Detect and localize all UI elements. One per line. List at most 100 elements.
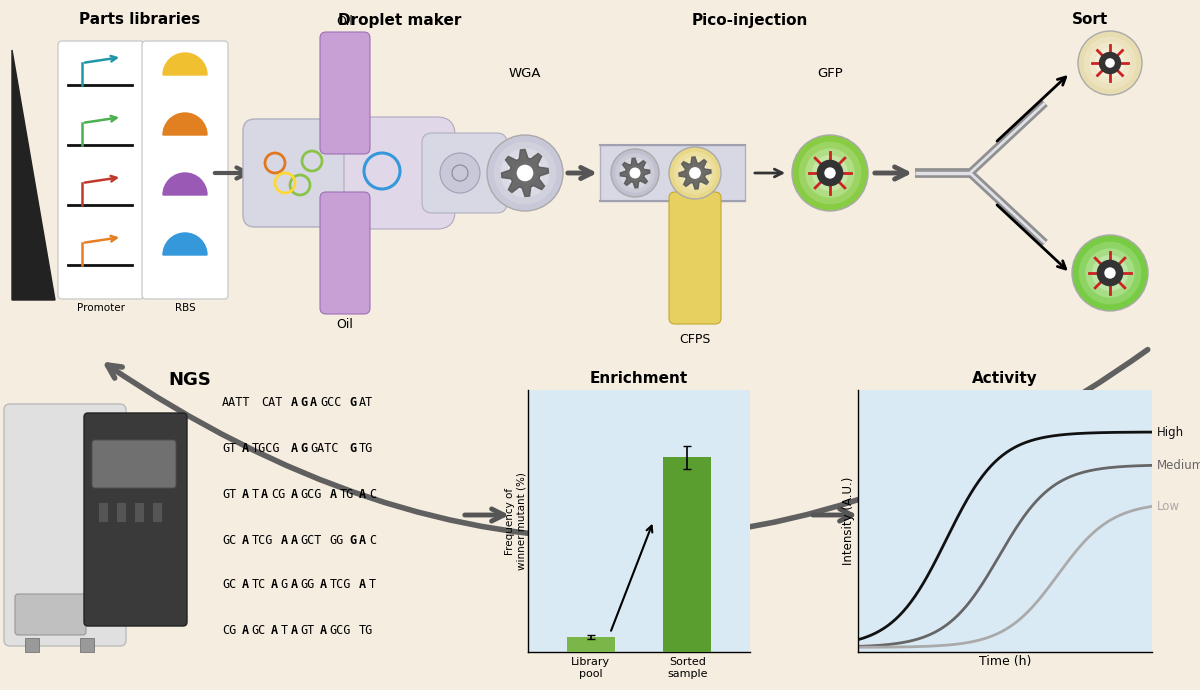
- Text: A: A: [241, 488, 248, 500]
- Circle shape: [493, 141, 557, 204]
- Text: A: A: [359, 488, 366, 500]
- Text: GG: GG: [300, 578, 314, 591]
- FancyBboxPatch shape: [600, 145, 745, 201]
- Text: A: A: [320, 578, 328, 591]
- FancyBboxPatch shape: [320, 192, 370, 314]
- Text: GC: GC: [252, 624, 265, 636]
- Text: High: High: [1157, 426, 1183, 439]
- Text: G: G: [281, 578, 288, 591]
- Bar: [152, 502, 162, 522]
- Text: A: A: [290, 488, 298, 500]
- Circle shape: [1092, 255, 1128, 291]
- X-axis label: Time (h): Time (h): [979, 655, 1031, 668]
- FancyBboxPatch shape: [344, 117, 455, 229]
- Text: AT: AT: [359, 395, 373, 408]
- Circle shape: [487, 135, 563, 211]
- Circle shape: [818, 161, 841, 184]
- FancyBboxPatch shape: [242, 119, 446, 227]
- Text: CG: CG: [222, 624, 236, 636]
- Text: Oil: Oil: [336, 318, 354, 331]
- Text: GC: GC: [222, 533, 236, 546]
- Y-axis label: Frequency of
winner mutant (%): Frequency of winner mutant (%): [505, 472, 527, 570]
- FancyBboxPatch shape: [14, 594, 86, 635]
- Text: Low: Low: [1157, 500, 1180, 513]
- Text: G: G: [349, 533, 356, 546]
- Text: A: A: [241, 578, 248, 591]
- Text: A: A: [262, 488, 269, 500]
- Circle shape: [1072, 235, 1148, 311]
- FancyBboxPatch shape: [422, 133, 508, 213]
- Circle shape: [799, 141, 862, 204]
- Text: C: C: [370, 533, 376, 546]
- Text: A: A: [359, 578, 366, 591]
- Text: A: A: [271, 578, 278, 591]
- Text: GCT: GCT: [300, 533, 322, 546]
- Wedge shape: [163, 173, 208, 195]
- Circle shape: [688, 165, 703, 181]
- Text: T: T: [281, 624, 288, 636]
- Text: C: C: [370, 488, 376, 500]
- Text: GT: GT: [222, 488, 236, 500]
- Y-axis label: Intensity (A.U.): Intensity (A.U.): [842, 477, 856, 565]
- Circle shape: [1105, 58, 1115, 68]
- Circle shape: [440, 153, 480, 193]
- Text: TG: TG: [340, 488, 354, 500]
- Bar: [25, 638, 38, 652]
- Circle shape: [506, 155, 544, 191]
- Text: GCG: GCG: [300, 488, 322, 500]
- Text: GCG: GCG: [330, 624, 352, 636]
- Text: TG: TG: [359, 442, 373, 455]
- Circle shape: [619, 157, 650, 188]
- FancyBboxPatch shape: [92, 440, 176, 488]
- Wedge shape: [163, 113, 208, 135]
- Polygon shape: [679, 157, 712, 189]
- FancyBboxPatch shape: [84, 413, 187, 626]
- Text: G: G: [349, 442, 356, 455]
- Text: Oil: Oil: [336, 15, 354, 28]
- Text: A: A: [320, 624, 328, 636]
- Circle shape: [690, 168, 701, 178]
- Circle shape: [805, 148, 854, 198]
- Text: A: A: [271, 624, 278, 636]
- Text: G: G: [300, 442, 307, 455]
- Text: A: A: [290, 533, 298, 546]
- Circle shape: [630, 168, 640, 178]
- Text: A: A: [241, 442, 248, 455]
- Bar: [664, 457, 712, 652]
- Circle shape: [1094, 48, 1126, 78]
- Text: CAT: CAT: [262, 395, 282, 408]
- Wedge shape: [163, 233, 208, 255]
- Circle shape: [1104, 267, 1116, 279]
- FancyBboxPatch shape: [58, 41, 144, 299]
- Circle shape: [624, 161, 647, 184]
- Text: GT: GT: [222, 442, 236, 455]
- Text: Droplet maker: Droplet maker: [338, 12, 462, 28]
- Polygon shape: [502, 150, 548, 197]
- Text: Promoter: Promoter: [77, 303, 125, 313]
- Text: AATT: AATT: [222, 395, 251, 408]
- Circle shape: [817, 159, 844, 186]
- Text: Pico-injection: Pico-injection: [692, 12, 808, 28]
- Circle shape: [792, 135, 868, 211]
- Circle shape: [611, 149, 659, 197]
- Text: GFP: GFP: [817, 67, 842, 80]
- Bar: [116, 502, 126, 522]
- Circle shape: [812, 155, 848, 191]
- Polygon shape: [620, 158, 650, 188]
- Circle shape: [1084, 37, 1136, 90]
- Text: A: A: [290, 624, 298, 636]
- FancyBboxPatch shape: [670, 192, 721, 324]
- Text: CFPS: CFPS: [679, 333, 710, 346]
- Circle shape: [1079, 241, 1141, 304]
- Text: G: G: [300, 395, 307, 408]
- Text: GC: GC: [222, 578, 236, 591]
- Text: A: A: [290, 442, 298, 455]
- Polygon shape: [12, 50, 55, 300]
- Text: T: T: [252, 488, 258, 500]
- Circle shape: [616, 153, 655, 193]
- Text: A: A: [241, 533, 248, 546]
- Circle shape: [670, 147, 721, 199]
- Text: A: A: [330, 488, 337, 500]
- Text: GG: GG: [330, 533, 344, 546]
- Text: TG: TG: [359, 624, 373, 636]
